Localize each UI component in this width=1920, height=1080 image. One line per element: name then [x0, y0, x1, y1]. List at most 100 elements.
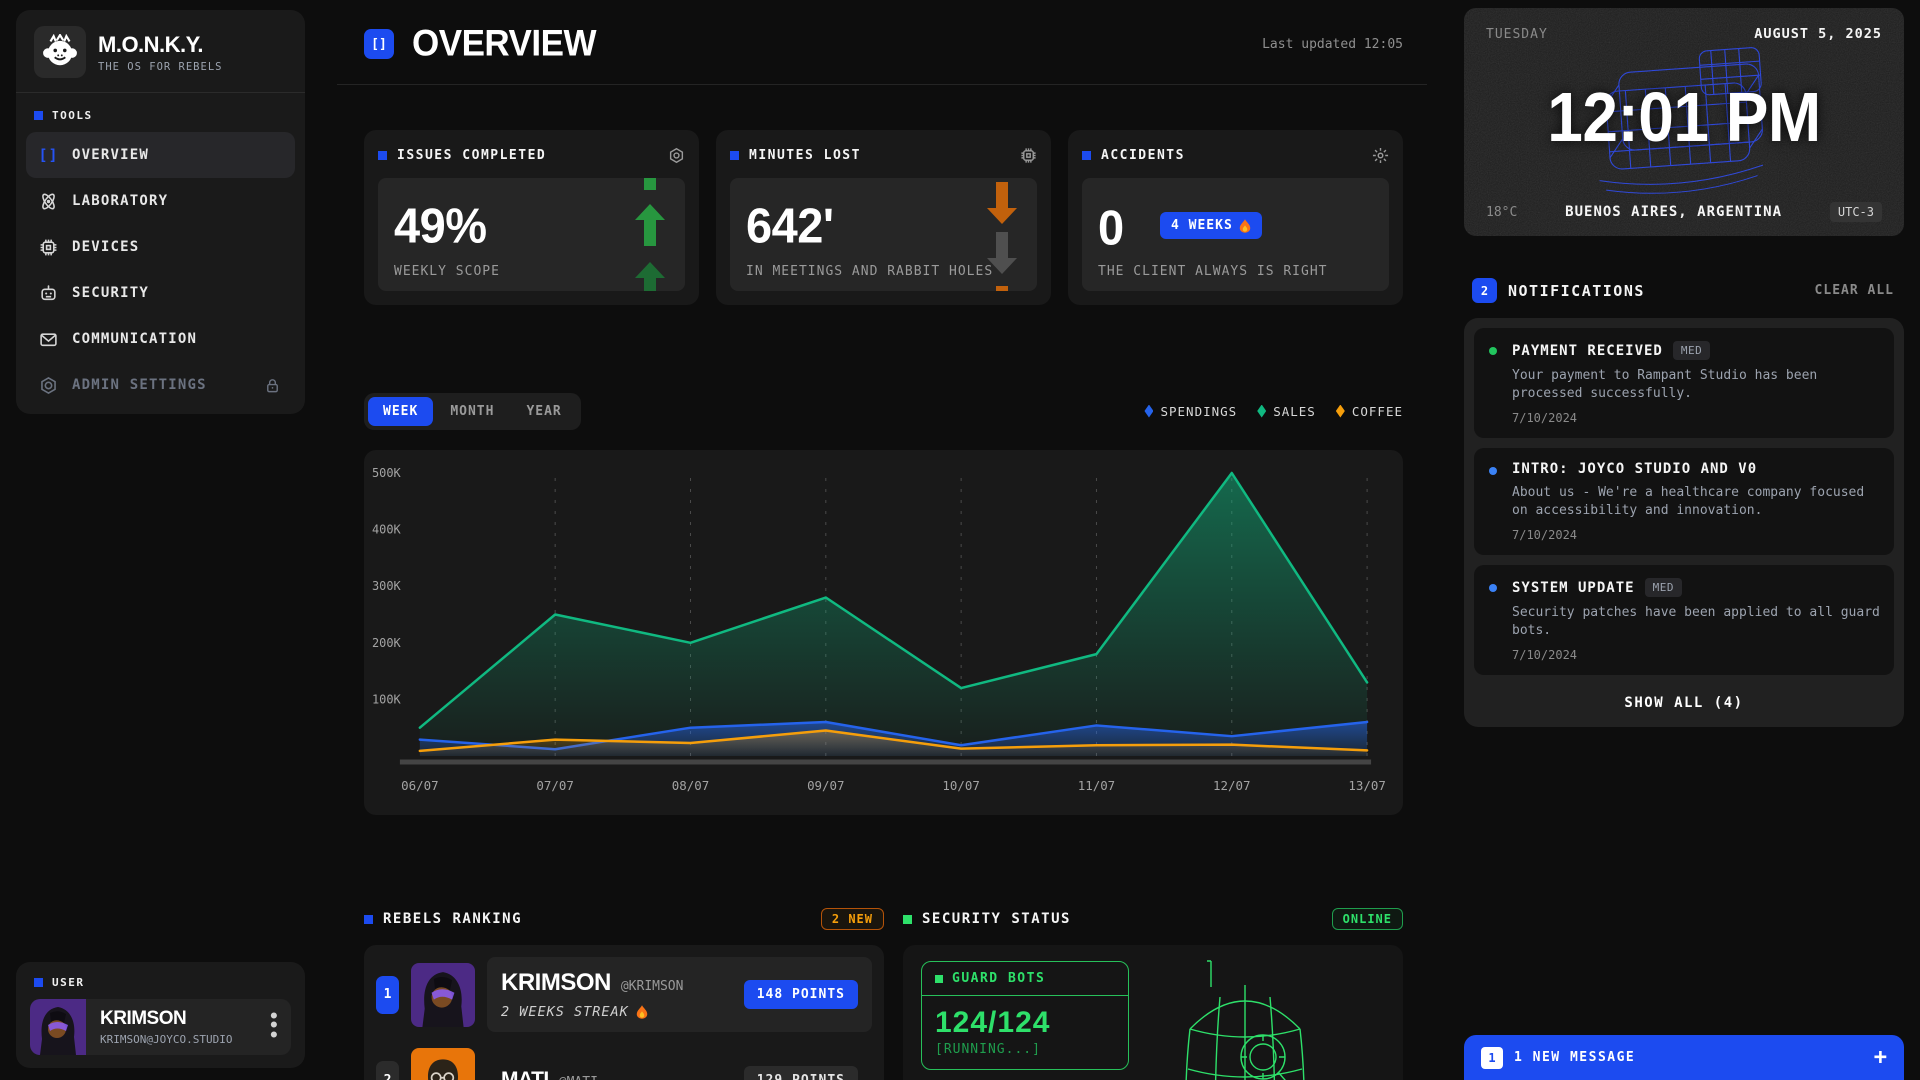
stats-row: ISSUES COMPLETED 49% WEEKLY SCOPE [364, 130, 1403, 305]
tools-bullet [34, 111, 43, 120]
diamond-icon [1257, 405, 1266, 418]
tab-month[interactable]: MONTH [435, 397, 509, 426]
legend-label: SALES [1273, 404, 1316, 419]
sidebar-item-security[interactable]: SECURITY [26, 270, 295, 316]
priority-badge: MED [1673, 341, 1710, 360]
notifications-title: NOTIFICATIONS [1508, 282, 1645, 300]
stat-label: THE CLIENT ALWAYS IS RIGHT [1098, 264, 1328, 279]
tab-week[interactable]: WEEK [368, 397, 433, 426]
stat-title: ISSUES COMPLETED [397, 148, 546, 163]
krimson-avatar [411, 963, 475, 1027]
user-email: KRIMSON@JOYCO.STUDIO [100, 1033, 232, 1046]
guard-bots-label: GUARD BOTS [952, 971, 1045, 986]
svg-text:07/07: 07/07 [536, 778, 573, 793]
stat-value: 49% [394, 197, 487, 254]
page-title: OVERVIEW [412, 23, 596, 65]
notification-date: 7/10/2024 [1512, 648, 1880, 662]
chip-icon[interactable] [1020, 147, 1037, 164]
monkey-logo-icon [34, 26, 86, 78]
sidebar-item-laboratory[interactable]: LABORATORY [26, 178, 295, 224]
streak-badge-label: 4 WEEKS [1171, 218, 1233, 233]
new-message-bar[interactable]: 1 1 NEW MESSAGE + [1464, 1035, 1904, 1080]
sidebar-item-label: COMMUNICATION [72, 331, 197, 347]
svg-text:200K: 200K [372, 636, 402, 650]
security-title: SECURITY STATUS [922, 911, 1071, 927]
chip-icon [39, 238, 58, 257]
svg-text:11/07: 11/07 [1078, 778, 1115, 793]
header-divider [337, 84, 1427, 85]
sidebar-item-label: DEVICES [72, 239, 139, 255]
app-name: M.O.N.K.Y. [98, 32, 222, 58]
svg-text:08/07: 08/07 [672, 778, 709, 793]
notification-intro-joyco[interactable]: INTRO: JOYCO STUDIO AND V0 About us - We… [1474, 448, 1894, 555]
sidebar-item-admin-settings[interactable]: ADMIN SETTINGS [26, 362, 295, 408]
legend-coffee[interactable]: COFFEE [1336, 404, 1403, 419]
stat-label: IN MEETINGS AND RABBIT HOLES [746, 264, 993, 279]
streak-badge: 4 WEEKS [1160, 212, 1262, 239]
app-logo-row: M.O.N.K.Y. THE OS FOR REBELS [16, 10, 305, 92]
svg-text:500K: 500K [372, 466, 402, 480]
plus-icon[interactable]: + [1874, 1047, 1887, 1069]
dashboard-root: M.O.N.K.Y. THE OS FOR REBELS TOOLS [] OV… [0, 0, 1920, 1080]
stat-label: WEEKLY SCOPE [394, 264, 500, 279]
notification-body: Security patches have been applied to al… [1512, 604, 1880, 639]
sidebar-item-overview[interactable]: [] OVERVIEW [26, 132, 295, 178]
clock-day: TUESDAY [1486, 27, 1548, 42]
notification-system-update[interactable]: SYSTEM UPDATE MED Security patches have … [1474, 565, 1894, 675]
stat-title: MINUTES LOST [749, 148, 861, 163]
notification-title: INTRO: JOYCO STUDIO AND V0 [1512, 461, 1757, 477]
diamond-icon [1336, 405, 1345, 418]
rank-handle: @KRIMSON [621, 979, 684, 994]
stat-value: 642' [746, 197, 834, 254]
legend-sales[interactable]: SALES [1257, 404, 1316, 419]
notifications-count-badge: 2 [1472, 278, 1497, 303]
legend-spendings[interactable]: SPENDINGS [1144, 404, 1237, 419]
clock-timezone: UTC-3 [1830, 202, 1882, 222]
ranking-row-mati[interactable]: 2 MATI @MATI 129 POINTS [376, 1046, 872, 1080]
clear-all-button[interactable]: CLEAR ALL [1815, 283, 1894, 298]
sidebar-item-devices[interactable]: DEVICES [26, 224, 295, 270]
trend-up-arrows-icon [635, 178, 669, 291]
guard-bots-bullet [935, 975, 943, 983]
svg-text:300K: 300K [372, 579, 402, 593]
mati-avatar [411, 1048, 475, 1080]
burst-icon[interactable] [1372, 147, 1389, 164]
user-menu-dots-icon[interactable]: ••• [269, 1013, 279, 1041]
svg-text:09/07: 09/07 [807, 778, 844, 793]
guard-drone-wireframe [1158, 957, 1333, 1080]
last-updated: Last updated 12:05 [1262, 37, 1403, 52]
guard-bots-value: 124/124 [922, 996, 1128, 1042]
message-count-badge: 1 [1481, 1047, 1503, 1069]
sidebar-user-card: USER KRIMSON KRIMSON@JOYCO.STUDIO ••• [16, 962, 305, 1068]
area-chart: 100K200K300K400K500K06/0707/0708/0709/07… [364, 450, 1403, 815]
tab-year[interactable]: YEAR [511, 397, 576, 426]
clock-date: AUGUST 5, 2025 [1754, 26, 1882, 42]
rank-badge: 2 [376, 1061, 399, 1080]
ranking-row-krimson[interactable]: 1 KRIMSON @KRIMSON 2 WEEKS [376, 957, 872, 1032]
chart-range-tabs: WEEK MONTH YEAR [364, 393, 581, 430]
app-tagline: THE OS FOR REBELS [98, 61, 222, 73]
sidebar-nav: [] OVERVIEW LABORATORY DEVICES SECURITY [16, 132, 305, 408]
flame-icon [1239, 219, 1251, 233]
notification-payment-received[interactable]: PAYMENT RECEIVED MED Your payment to Ram… [1474, 328, 1894, 438]
status-dot [1489, 347, 1497, 355]
sidebar-item-label: LABORATORY [72, 193, 168, 209]
sidebar-item-communication[interactable]: COMMUNICATION [26, 316, 295, 362]
user-bullet [34, 978, 43, 987]
sidebar: M.O.N.K.Y. THE OS FOR REBELS TOOLS [] OV… [16, 10, 305, 414]
show-all-button[interactable]: SHOW ALL (4) [1474, 685, 1894, 717]
ranking-new-badge: 2 NEW [821, 908, 884, 930]
stat-value: 0 [1098, 199, 1124, 256]
stat-bullet [730, 151, 739, 160]
chart-legend: SPENDINGS SALES COFFEE [1144, 404, 1403, 419]
stat-bullet [378, 151, 387, 160]
legend-label: COFFEE [1352, 404, 1403, 419]
brackets-icon: [] [39, 146, 58, 165]
robot-icon [39, 284, 58, 303]
user-profile[interactable]: KRIMSON KRIMSON@JOYCO.STUDIO ••• [30, 999, 291, 1055]
trend-down-arrows-icon [987, 178, 1021, 291]
hex-gear-icon[interactable] [668, 147, 685, 164]
gear-icon [39, 376, 58, 395]
priority-badge: MED [1645, 578, 1682, 597]
svg-text:100K: 100K [372, 692, 402, 706]
